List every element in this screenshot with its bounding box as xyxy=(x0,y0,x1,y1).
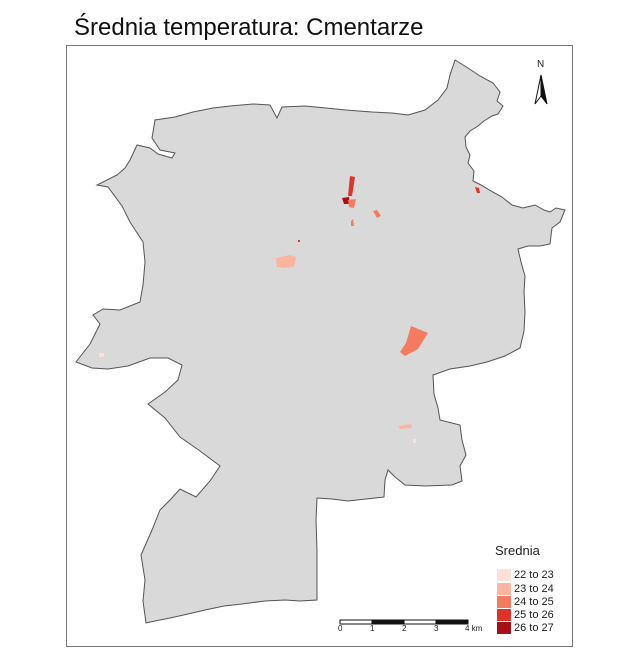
legend-item: 24 to 25 xyxy=(497,595,554,608)
cemetery-patch xyxy=(400,326,428,356)
legend-item: 22 to 23 xyxy=(497,568,554,581)
legend-swatch xyxy=(497,621,511,634)
scale-label: 2 xyxy=(402,624,407,633)
scale-bar xyxy=(339,619,469,625)
cemetery-patch xyxy=(342,197,350,204)
map-frame xyxy=(66,45,573,647)
map-title: Średnia temperatura: Cmentarze xyxy=(74,14,424,41)
legend-label: 25 to 26 xyxy=(514,608,554,621)
scale-label: 3 xyxy=(434,624,439,633)
cemetery-patch xyxy=(348,176,355,196)
scale-label: 1 xyxy=(370,624,375,633)
legend-label: 22 to 23 xyxy=(514,568,554,581)
cemetery-patch xyxy=(351,219,354,226)
scale-label: 4 km xyxy=(465,624,483,633)
legend-swatch xyxy=(497,595,511,608)
cemetery-patch xyxy=(276,255,296,268)
legend-swatch xyxy=(497,582,511,595)
cemetery-patch xyxy=(399,424,412,429)
legend-label: 24 to 25 xyxy=(514,595,554,608)
legend-swatch xyxy=(497,608,511,621)
legend-item: 26 to 27 xyxy=(497,621,554,634)
cemetery-patch xyxy=(373,210,381,218)
city-boundary xyxy=(75,59,566,624)
cemetery-patch xyxy=(413,439,416,443)
legend-item: 23 to 24 xyxy=(497,582,554,595)
cemetery-patch xyxy=(475,187,480,193)
north-arrow-icon xyxy=(534,74,548,105)
cemetery-patch xyxy=(99,353,104,357)
cemetery-patch xyxy=(348,199,356,208)
legend-item: 25 to 26 xyxy=(497,608,554,621)
north-label: N xyxy=(537,59,545,70)
cemetery-patch xyxy=(298,240,300,242)
legend-swatch xyxy=(497,568,511,581)
legend-label: 26 to 27 xyxy=(514,621,554,634)
legend-title: Srednia xyxy=(495,543,540,558)
scale-label: 0 xyxy=(338,624,343,633)
legend-label: 23 to 24 xyxy=(514,582,554,595)
